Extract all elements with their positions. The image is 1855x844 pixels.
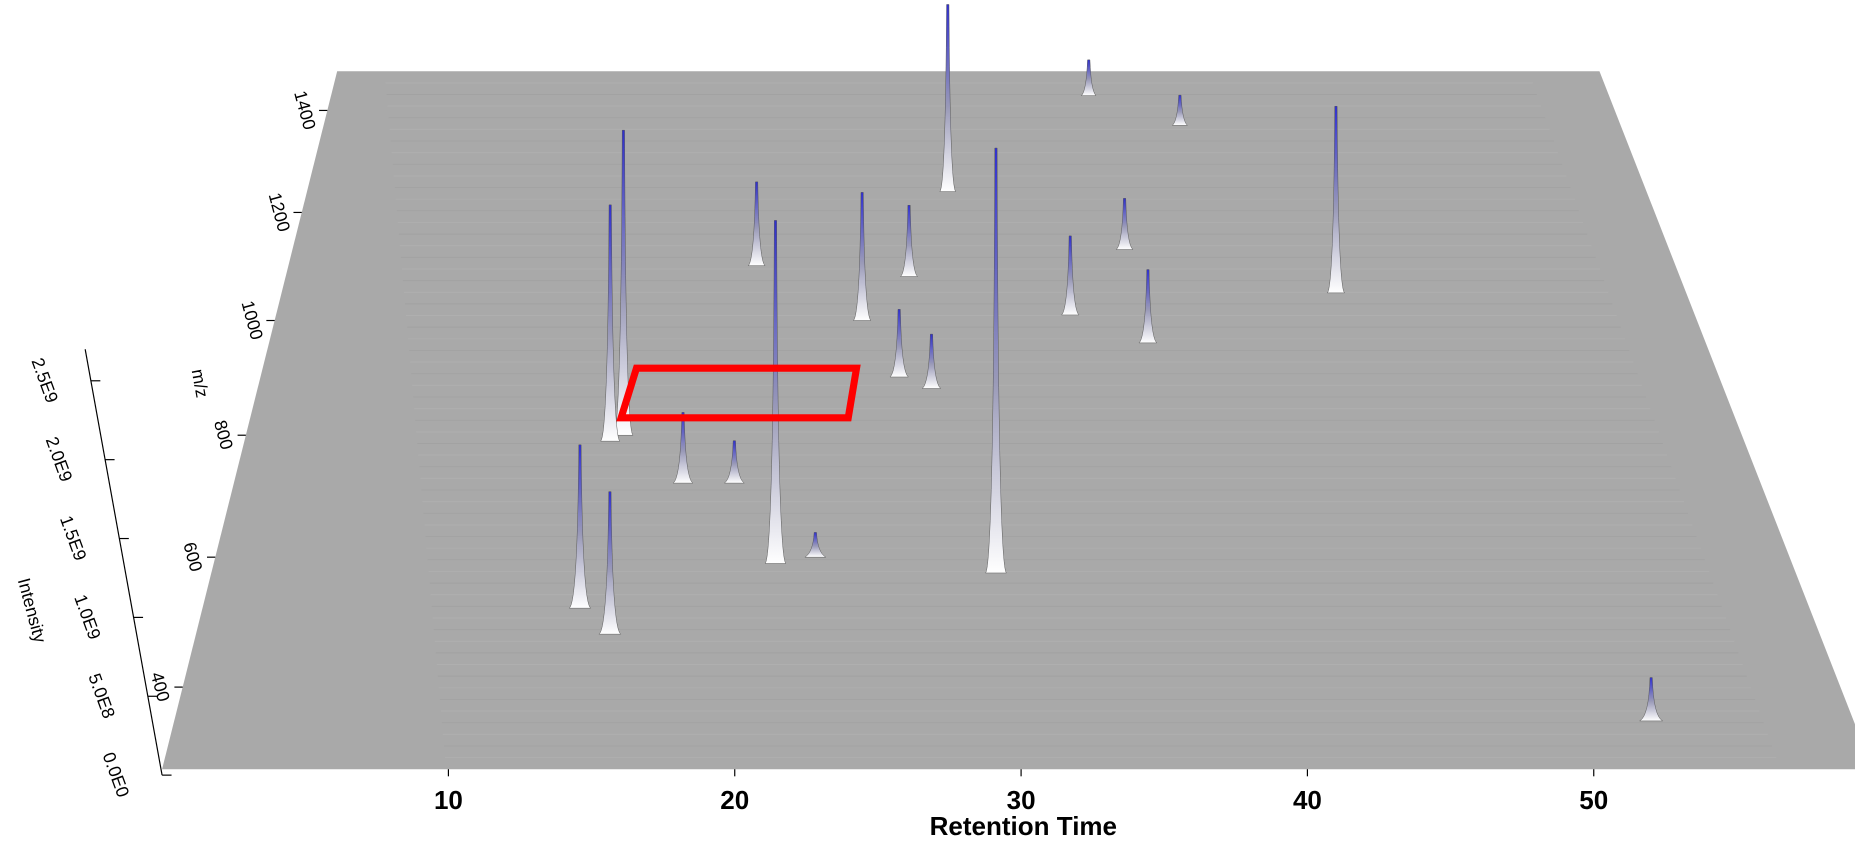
z-tick-label: 0.0E0 <box>99 749 134 800</box>
peak <box>613 129 634 436</box>
z-tick-label: 5.0E8 <box>84 671 119 722</box>
peak <box>899 205 919 277</box>
peak <box>1639 677 1663 722</box>
peak <box>672 412 694 484</box>
x-tick-label: 50 <box>1579 785 1608 815</box>
peak <box>747 181 766 266</box>
z-axis-label: Intensity <box>14 576 50 645</box>
peak <box>598 491 622 635</box>
peak <box>1115 198 1134 250</box>
peak <box>723 440 746 484</box>
y-tick-label: 600 <box>179 540 206 574</box>
peak <box>1326 106 1346 294</box>
y-tick-label: 1400 <box>290 88 320 131</box>
z-tick-label: 2.0E9 <box>42 434 77 485</box>
x-tick-label: 40 <box>1293 785 1322 815</box>
peak <box>804 532 827 558</box>
z-tick-label: 1.5E9 <box>56 513 91 564</box>
z-tick-label: 2.5E9 <box>27 355 62 406</box>
peak <box>939 4 957 192</box>
peak <box>568 444 592 609</box>
peak <box>1080 59 1097 96</box>
peak <box>599 204 621 442</box>
z-axis <box>84 349 163 776</box>
x-tick-label: 20 <box>720 785 749 815</box>
peaks <box>568 4 1663 722</box>
z-tick-label: 1.0E9 <box>70 592 105 643</box>
y-tick-label: 800 <box>210 418 237 452</box>
y-axis-label: m/z <box>188 368 213 400</box>
x-axis-label: Retention Time <box>930 811 1117 841</box>
highlight-box <box>616 364 861 422</box>
peak <box>1138 269 1158 344</box>
y-tick-label: 400 <box>147 670 174 704</box>
peak <box>889 309 910 378</box>
peak <box>852 192 872 321</box>
peak <box>1060 235 1080 316</box>
peak <box>764 220 787 564</box>
x-tick-label: 30 <box>1007 785 1036 815</box>
peak <box>984 147 1008 574</box>
peak <box>921 333 942 389</box>
x-tick-label: 10 <box>434 785 463 815</box>
peak <box>1171 94 1188 126</box>
y-tick-label: 1000 <box>237 299 267 342</box>
y-tick-label: 1200 <box>265 190 295 233</box>
